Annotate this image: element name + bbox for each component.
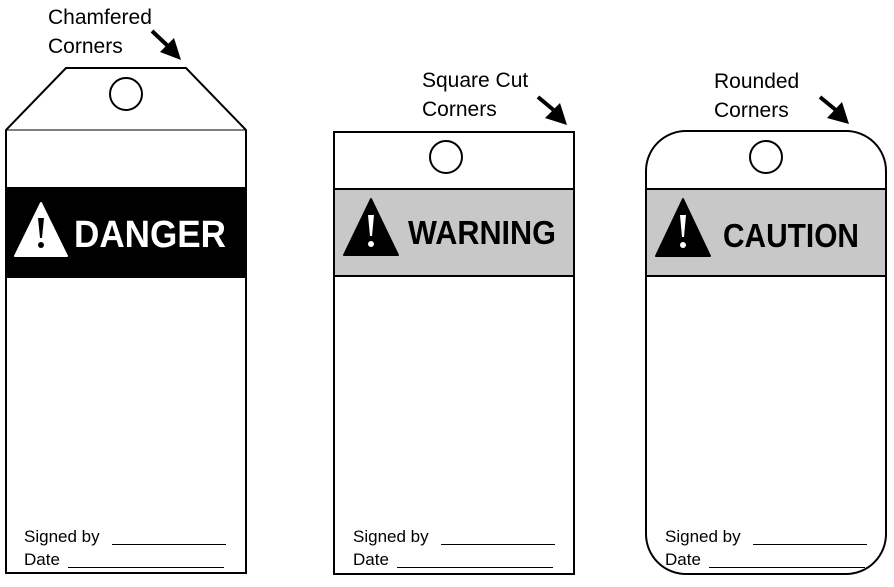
- warning-triangle-icon: [655, 198, 711, 257]
- callout-square: Square Cut Corners: [422, 66, 528, 124]
- arrow-square: [536, 95, 567, 125]
- tag-chamfered-hole: [109, 77, 143, 111]
- callout-chamfered: Chamfered Corners: [48, 3, 152, 61]
- date-label: Date: [24, 550, 60, 569]
- date-field[interactable]: [68, 567, 224, 568]
- tag-chamfered-outline: [5, 67, 247, 574]
- warning-triangle-icon: [14, 202, 68, 257]
- tag-rounded-header-text: CAUTION: [723, 217, 859, 254]
- arrow-rounded: [818, 95, 849, 124]
- signed-by-label: Signed by: [24, 527, 100, 546]
- signed-by-field[interactable]: [441, 544, 555, 545]
- arrow-chamfered: [150, 29, 181, 60]
- tag-square-hole: [429, 140, 463, 174]
- warning-triangle-icon: [343, 198, 399, 256]
- sig-block-chamfered: Signed by Date: [24, 525, 234, 571]
- sig-block-rounded: Signed by Date: [665, 525, 875, 571]
- signed-by-label: Signed by: [665, 527, 741, 546]
- callout-rounded: Rounded Corners: [714, 67, 799, 125]
- callout-square-line1: Square Cut: [422, 69, 529, 92]
- signed-by-field[interactable]: [112, 544, 226, 545]
- callout-rounded-line1: Rounded: [714, 70, 800, 93]
- date-field[interactable]: [397, 567, 553, 568]
- tag-rounded-hole: [749, 140, 783, 174]
- date-label: Date: [353, 550, 389, 569]
- sig-block-square: Signed by Date: [353, 525, 563, 571]
- callout-rounded-line2: Corners: [714, 99, 789, 122]
- tag-square: WARNING: [333, 131, 575, 575]
- callout-chamfered-line2: Corners: [48, 35, 123, 58]
- tag-chamfered-header: [5, 187, 247, 278]
- date-field[interactable]: [709, 567, 865, 568]
- tag-rounded: CAUTION: [645, 130, 887, 575]
- tag-chamfered-header-text: DANGER: [74, 214, 226, 256]
- tag-chamfered: DANGER: [5, 67, 247, 574]
- signed-by-field[interactable]: [753, 544, 867, 545]
- signed-by-label: Signed by: [353, 527, 429, 546]
- callout-square-line2: Corners: [422, 98, 497, 121]
- date-label: Date: [665, 550, 701, 569]
- callout-chamfered-line1: Chamfered: [48, 6, 152, 29]
- tag-square-header-text: WARNING: [408, 214, 556, 251]
